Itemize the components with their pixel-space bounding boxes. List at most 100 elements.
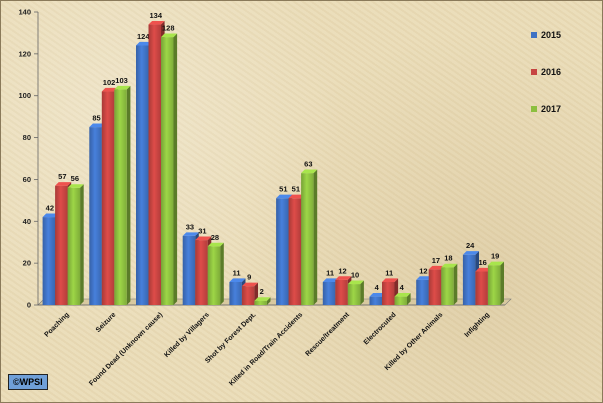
bar xyxy=(382,281,395,305)
data-label: 12 xyxy=(338,266,346,275)
y-tick-label: 80 xyxy=(23,133,31,142)
data-label: 42 xyxy=(46,204,54,213)
bar-top xyxy=(347,280,364,285)
data-label: 17 xyxy=(432,256,440,265)
category-label: Electrocuted xyxy=(363,311,398,346)
bar-top xyxy=(101,87,118,92)
bar xyxy=(161,37,174,305)
y-tick-label: 100 xyxy=(18,91,31,100)
bar-top xyxy=(254,297,271,301)
bar-top xyxy=(288,194,305,199)
category-label: Killed by Villagers xyxy=(163,311,211,359)
legend-label: 2015 xyxy=(541,30,561,40)
bar-top xyxy=(394,293,411,297)
category-label: Infighting xyxy=(464,311,491,338)
bar-top xyxy=(161,33,178,38)
data-label: 134 xyxy=(149,11,162,20)
bar-top xyxy=(229,278,246,282)
category-label: Poaching xyxy=(44,311,71,338)
data-label: 56 xyxy=(71,174,79,183)
bar xyxy=(322,281,336,305)
data-label: 11 xyxy=(233,268,241,277)
data-label: 24 xyxy=(466,241,475,250)
legend-label: 2017 xyxy=(541,104,561,114)
bar xyxy=(301,173,314,305)
bar xyxy=(207,246,221,305)
bar-side xyxy=(313,169,318,305)
bar-side xyxy=(360,280,364,305)
data-label: 4 xyxy=(375,283,380,292)
bar-side xyxy=(453,263,458,305)
bar-top xyxy=(441,263,458,268)
bar-top xyxy=(42,213,59,218)
data-label: 33 xyxy=(186,222,194,231)
bar xyxy=(114,89,127,305)
bar-side xyxy=(266,297,271,305)
bar-top xyxy=(475,267,492,272)
bar-top xyxy=(207,242,224,247)
bar xyxy=(67,187,81,305)
data-label: 128 xyxy=(162,24,175,33)
bar-top xyxy=(148,20,165,25)
bar-side xyxy=(126,85,131,305)
data-label: 16 xyxy=(478,258,486,267)
bar-side xyxy=(407,293,411,305)
bar-top xyxy=(428,265,445,270)
bar xyxy=(288,198,302,305)
y-tick-label: 120 xyxy=(18,49,31,58)
bar xyxy=(428,269,442,305)
bar-top xyxy=(136,41,153,46)
data-label: 102 xyxy=(103,78,116,87)
category-label: Shot by Forest Dept. xyxy=(204,311,257,364)
data-label: 2 xyxy=(260,287,264,296)
legend-swatch xyxy=(531,32,537,38)
data-label: 85 xyxy=(92,114,100,123)
y-tick-label: 40 xyxy=(23,217,31,226)
bar-side xyxy=(80,184,84,305)
data-label: 124 xyxy=(137,32,150,41)
data-label: 9 xyxy=(247,273,251,282)
bar-top xyxy=(67,184,84,188)
category-label: Rescue/treatment xyxy=(304,311,351,358)
bar xyxy=(416,279,429,305)
category-label: Killed in Road/Train Accidents xyxy=(228,311,304,387)
y-tick-label: 60 xyxy=(23,175,31,184)
data-label: 63 xyxy=(304,160,312,169)
bar xyxy=(101,91,115,306)
bar-top xyxy=(114,85,131,90)
bar xyxy=(369,296,382,305)
data-label: 103 xyxy=(115,76,128,85)
data-label: 12 xyxy=(419,266,427,275)
bar xyxy=(335,279,348,305)
legend-swatch xyxy=(531,106,537,112)
copyright-badge: ©WPSI xyxy=(8,374,48,390)
data-label: 28 xyxy=(211,233,219,242)
bar-top xyxy=(416,276,433,280)
y-tick-label: 0 xyxy=(27,301,31,310)
bar-top xyxy=(241,282,258,287)
bar xyxy=(195,240,208,305)
data-label: 4 xyxy=(400,283,405,292)
bar-side xyxy=(173,33,178,306)
y-tick-label: 140 xyxy=(18,8,31,17)
data-label: 11 xyxy=(326,268,334,277)
bar-top xyxy=(382,278,399,282)
bar-top xyxy=(322,278,339,282)
bar xyxy=(136,45,149,305)
bar-top xyxy=(89,123,106,128)
data-label: 31 xyxy=(198,227,206,236)
legend-swatch xyxy=(531,69,537,75)
bar xyxy=(475,271,488,305)
data-label: 57 xyxy=(58,172,66,181)
category-label: Seizure xyxy=(95,311,118,334)
bar xyxy=(462,254,476,305)
bar-top xyxy=(335,276,352,280)
legend-label: 2016 xyxy=(541,67,561,77)
bar xyxy=(148,24,161,306)
bar-top xyxy=(276,194,293,199)
bar xyxy=(441,267,454,305)
bar xyxy=(347,284,361,305)
bar xyxy=(42,217,56,305)
data-label: 19 xyxy=(491,252,499,261)
bar xyxy=(182,235,196,305)
